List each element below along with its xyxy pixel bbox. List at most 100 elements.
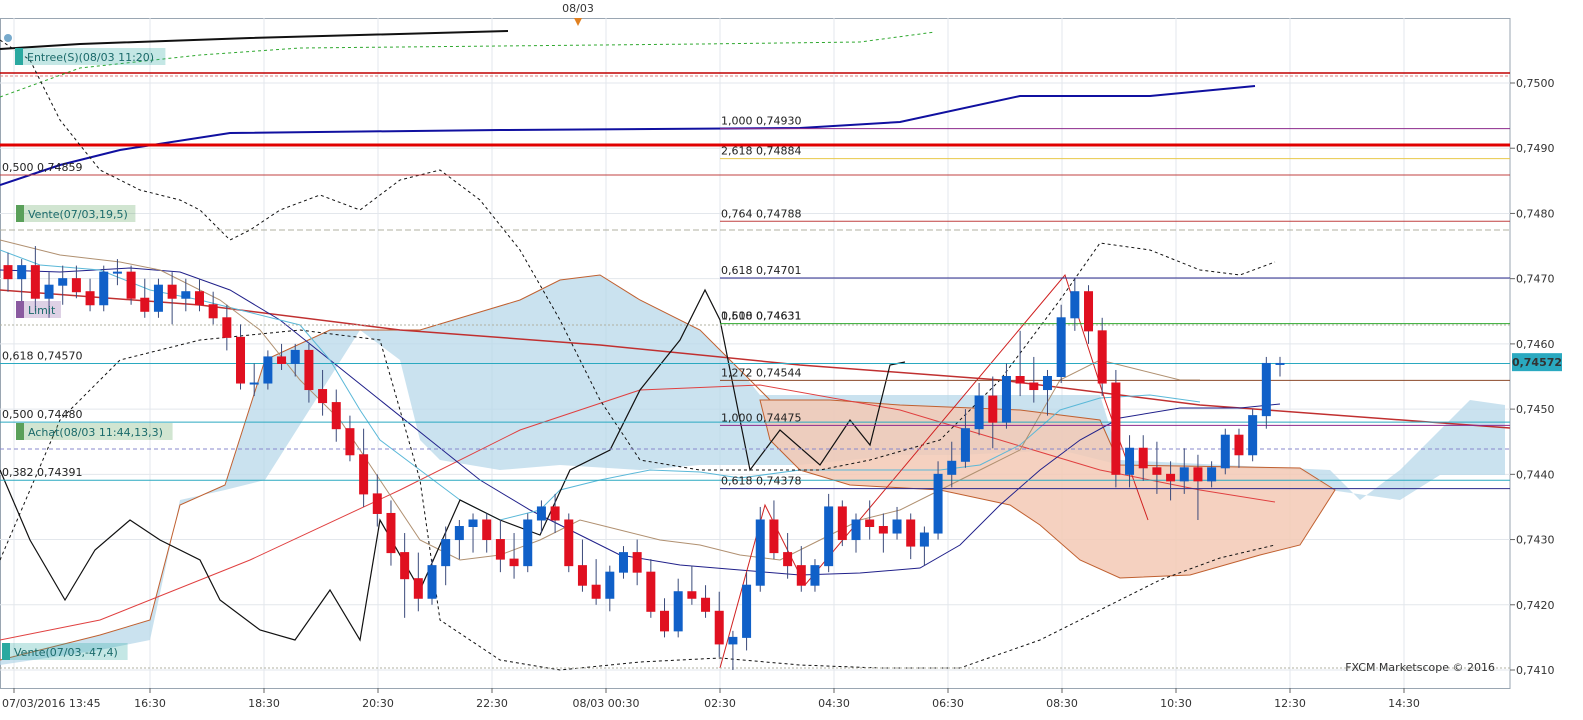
order-tag[interactable]: Achat(08/03 11:44,13,3) bbox=[16, 423, 173, 440]
candle[interactable] bbox=[454, 519, 464, 560]
candle[interactable] bbox=[1261, 356, 1271, 429]
candle[interactable] bbox=[1234, 428, 1244, 468]
candle[interactable] bbox=[824, 493, 834, 573]
candle[interactable] bbox=[796, 546, 806, 592]
candle[interactable] bbox=[140, 278, 150, 318]
order-tag[interactable]: Limit bbox=[16, 301, 61, 318]
candlesticks[interactable] bbox=[3, 246, 1285, 670]
candle[interactable] bbox=[181, 278, 191, 312]
candle[interactable] bbox=[1166, 461, 1176, 501]
candle[interactable] bbox=[701, 585, 711, 618]
candle[interactable] bbox=[44, 272, 54, 318]
candle[interactable] bbox=[1248, 409, 1258, 462]
candle[interactable] bbox=[728, 630, 738, 670]
candle[interactable] bbox=[1001, 363, 1011, 429]
candle[interactable] bbox=[810, 559, 820, 592]
candle[interactable] bbox=[208, 291, 218, 325]
candle[interactable] bbox=[509, 533, 519, 579]
candle[interactable] bbox=[851, 513, 861, 553]
candle[interactable] bbox=[1207, 461, 1217, 488]
candle[interactable] bbox=[755, 506, 765, 592]
candle[interactable] bbox=[960, 409, 970, 468]
candle[interactable] bbox=[71, 265, 81, 299]
candle[interactable] bbox=[263, 350, 273, 390]
candle[interactable] bbox=[947, 441, 957, 488]
candle[interactable] bbox=[126, 265, 136, 305]
candle[interactable] bbox=[236, 324, 246, 390]
candle[interactable] bbox=[290, 343, 300, 377]
candle[interactable] bbox=[99, 265, 109, 312]
candle[interactable] bbox=[1193, 454, 1203, 520]
candle[interactable] bbox=[837, 500, 847, 547]
candle[interactable] bbox=[714, 591, 724, 657]
candle[interactable] bbox=[58, 265, 68, 305]
candle[interactable] bbox=[673, 578, 683, 638]
candle[interactable] bbox=[386, 500, 396, 566]
order-tags[interactable]: Entree(S)(08/03 11:20) Vente(07/03,19,5) L… bbox=[2, 48, 173, 660]
candle[interactable] bbox=[249, 363, 259, 397]
candle[interactable] bbox=[331, 389, 341, 442]
candle[interactable] bbox=[427, 559, 437, 605]
candle[interactable] bbox=[400, 533, 410, 618]
candle[interactable] bbox=[372, 474, 382, 527]
candle[interactable] bbox=[30, 246, 40, 312]
candle[interactable] bbox=[878, 513, 888, 553]
candle[interactable] bbox=[536, 500, 546, 534]
candle[interactable] bbox=[167, 272, 177, 325]
candle[interactable] bbox=[906, 513, 916, 560]
candle[interactable] bbox=[277, 343, 287, 370]
candle[interactable] bbox=[523, 513, 533, 573]
candle[interactable] bbox=[564, 513, 574, 573]
candle[interactable] bbox=[742, 572, 752, 651]
candle[interactable] bbox=[1029, 356, 1039, 403]
candle[interactable] bbox=[112, 259, 122, 286]
order-tag[interactable]: Vente(07/03,19,5) bbox=[16, 205, 136, 222]
candle[interactable] bbox=[591, 559, 601, 605]
candle[interactable] bbox=[153, 278, 163, 318]
candle[interactable] bbox=[1042, 369, 1052, 416]
candle[interactable] bbox=[919, 526, 929, 566]
candle[interactable] bbox=[3, 252, 13, 292]
candle[interactable] bbox=[1220, 428, 1230, 475]
candle[interactable] bbox=[304, 343, 314, 403]
candle[interactable] bbox=[933, 461, 943, 540]
order-tag[interactable]: Entree(S)(08/03 11:20) bbox=[15, 48, 166, 65]
candle[interactable] bbox=[17, 259, 27, 305]
candle[interactable] bbox=[413, 552, 423, 612]
candle[interactable] bbox=[1125, 435, 1135, 488]
candle[interactable] bbox=[783, 533, 793, 579]
candle[interactable] bbox=[318, 369, 328, 416]
candle[interactable] bbox=[441, 526, 451, 586]
candle[interactable] bbox=[495, 519, 505, 573]
candle[interactable] bbox=[974, 383, 984, 436]
candle[interactable] bbox=[687, 565, 697, 605]
candle[interactable] bbox=[482, 513, 492, 553]
candle[interactable] bbox=[1111, 369, 1121, 488]
candle[interactable] bbox=[988, 376, 998, 449]
candle[interactable] bbox=[359, 428, 369, 507]
candle[interactable] bbox=[345, 415, 355, 462]
candle[interactable] bbox=[892, 506, 902, 540]
candle[interactable] bbox=[222, 304, 232, 351]
candle[interactable] bbox=[1152, 441, 1162, 494]
candle[interactable] bbox=[1056, 304, 1066, 384]
candle[interactable] bbox=[1070, 278, 1080, 331]
candle[interactable] bbox=[1179, 448, 1189, 494]
candle[interactable] bbox=[194, 278, 204, 312]
candle[interactable] bbox=[1084, 285, 1094, 344]
candle[interactable] bbox=[660, 598, 670, 638]
candle[interactable] bbox=[632, 539, 642, 586]
candle[interactable] bbox=[468, 513, 478, 553]
candle[interactable] bbox=[769, 500, 779, 560]
candle[interactable] bbox=[618, 546, 628, 579]
candle[interactable] bbox=[1138, 435, 1148, 481]
candle[interactable] bbox=[1015, 330, 1025, 397]
candle[interactable] bbox=[85, 278, 95, 312]
candle[interactable] bbox=[605, 565, 615, 612]
order-tag[interactable]: Vente(07/03,-47,4) bbox=[2, 643, 128, 660]
candle[interactable] bbox=[1097, 317, 1107, 397]
candle[interactable] bbox=[577, 539, 587, 592]
candle[interactable] bbox=[550, 493, 560, 534]
candle[interactable] bbox=[646, 559, 656, 618]
